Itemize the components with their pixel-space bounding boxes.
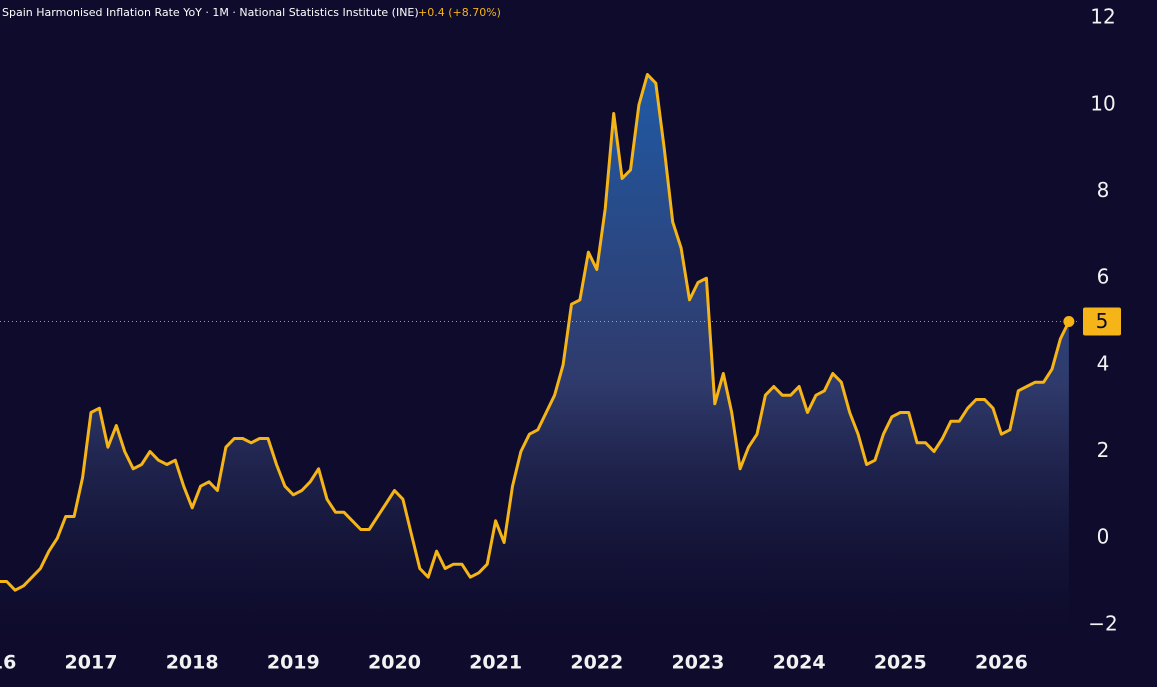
y-tick-label: 12 (1090, 5, 1115, 29)
x-tick-label: 2017 (65, 652, 118, 674)
y-tick-label: 6 (1097, 265, 1110, 289)
x-tick-label: 2018 (166, 652, 219, 674)
y-tick-label: −2 (1088, 611, 1117, 635)
x-tick-label: 2019 (267, 652, 320, 674)
last-point (1063, 316, 1075, 328)
x-tick-label: 2020 (368, 652, 421, 674)
x-tick-label: 2016 (0, 652, 16, 674)
y-tick-label: 8 (1097, 178, 1110, 202)
x-tick-label: 2026 (975, 652, 1028, 674)
y-tick-label: 4 (1097, 351, 1110, 375)
x-tick-label: 2025 (874, 652, 927, 674)
x-tick-label: 2022 (570, 652, 623, 674)
change-label: +0.4 (+8.70%) (418, 6, 501, 19)
x-tick-label: 2021 (469, 652, 522, 674)
x-tick-label: 2023 (672, 652, 725, 674)
line (0, 73, 1071, 592)
chart-title: Spain Harmonised Inflation Rate YoY · 1M… (2, 6, 419, 19)
x-tick-label: 2024 (773, 652, 826, 674)
y-tick-label: 0 (1097, 525, 1110, 549)
price-tag-label: 5 (1096, 309, 1109, 333)
y-tick-label: 2 (1097, 438, 1110, 462)
y-tick-label: 10 (1090, 91, 1115, 115)
price-tag (1083, 307, 1121, 336)
area (0, 74, 1069, 640)
